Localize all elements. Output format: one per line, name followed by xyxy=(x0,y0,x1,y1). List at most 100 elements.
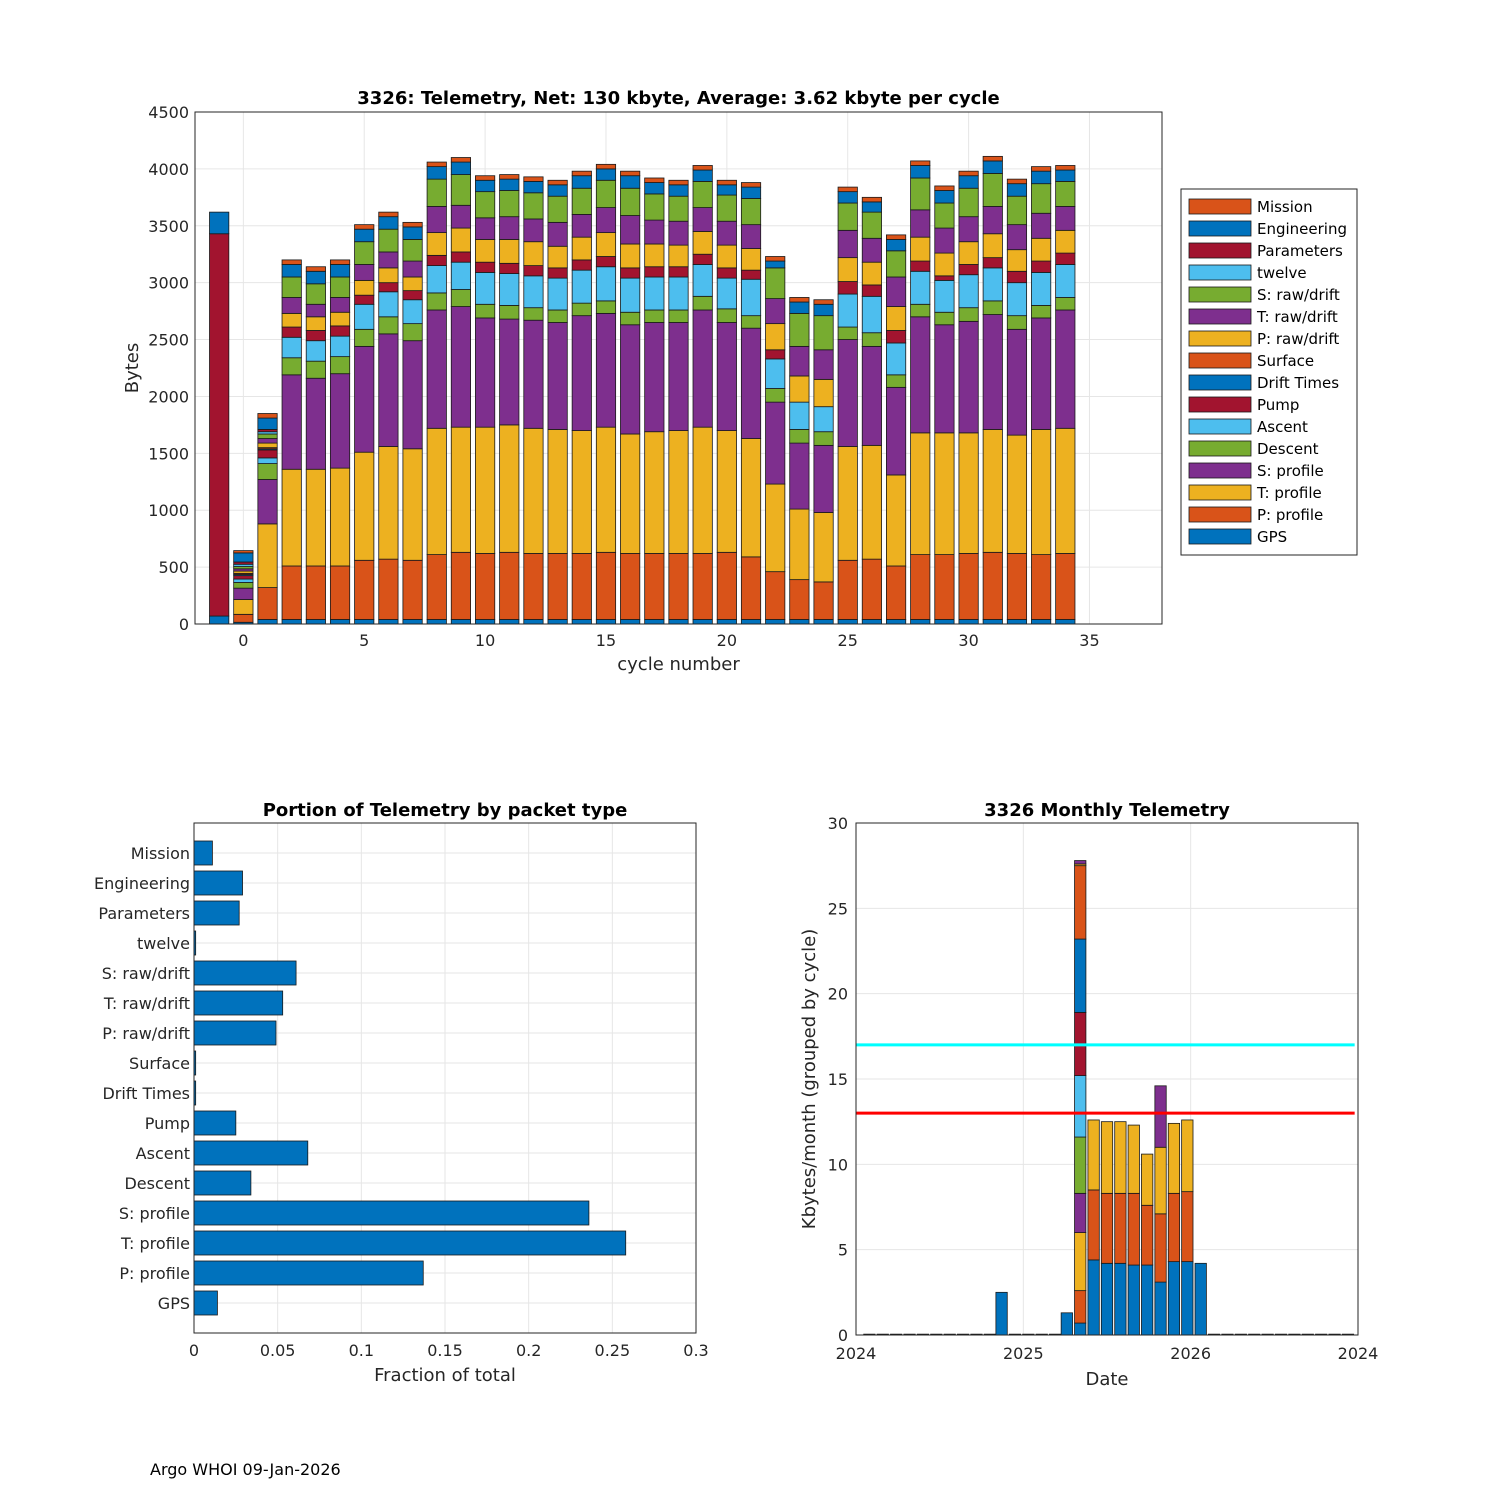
bar-segment xyxy=(837,559,858,620)
bar-segment xyxy=(958,175,979,189)
bar-segment xyxy=(281,357,302,376)
bar-segment xyxy=(378,267,399,284)
bar-segment xyxy=(740,438,762,558)
y-tick-label: 2500 xyxy=(148,331,189,350)
bar-segment xyxy=(813,303,834,317)
bar-segment xyxy=(450,227,471,253)
bar-segment xyxy=(378,282,399,293)
month-bar-segment xyxy=(1074,1290,1087,1324)
bar-segment xyxy=(620,170,641,177)
bar-segment xyxy=(716,619,737,625)
bar-segment xyxy=(765,401,786,485)
bar-segment xyxy=(813,431,834,446)
bar-segment xyxy=(668,195,689,222)
bar-segment xyxy=(934,185,955,191)
bar-segment xyxy=(257,413,278,419)
bar-segment xyxy=(692,553,713,620)
x-tick-label: 0.25 xyxy=(595,1341,631,1360)
bar-segment xyxy=(837,446,858,561)
bar-segment xyxy=(595,312,617,428)
footer-credit: Argo WHOI 09-Jan-2026 xyxy=(150,1460,341,1479)
fraction-bar xyxy=(193,1020,277,1046)
bar-segment xyxy=(1055,252,1076,265)
bar-segment xyxy=(789,579,810,620)
bar-segment xyxy=(402,619,423,625)
bar-segment xyxy=(740,198,762,226)
month-bar-segment xyxy=(1127,1264,1140,1336)
cycle-telemetry-chart: 0 5 10 15 20 25 30 35 0 500 1000 1500 2000 2500 3000 35… xyxy=(122,88,1358,675)
month-bar-segment xyxy=(1154,1281,1167,1336)
bar-segment xyxy=(1031,166,1052,172)
y-tick-label: 15 xyxy=(828,1070,848,1089)
bar-segment xyxy=(716,308,737,323)
bar-segment xyxy=(281,312,302,328)
bar-segment xyxy=(354,345,375,453)
bar-segment xyxy=(934,275,955,281)
bar-segment xyxy=(499,619,520,625)
bar-segment xyxy=(692,309,713,428)
bar-segment xyxy=(354,328,375,347)
x-tick-label: 2025 xyxy=(1003,1344,1044,1363)
bar-segment xyxy=(378,619,399,625)
bar-segment xyxy=(595,179,617,208)
bar-segment xyxy=(644,619,665,625)
bar-segment xyxy=(475,303,496,319)
bar-segment xyxy=(620,215,641,245)
bar-segment xyxy=(1006,315,1028,330)
packet-type-portion-chart: 0 0.05 0.1 0.15 0.2 0.25 0.3 GPS P: profile T: pr… xyxy=(94,800,709,1386)
bar-segment xyxy=(886,306,907,331)
category-label: S: raw/drift xyxy=(102,964,190,983)
legend-swatch xyxy=(1188,440,1252,457)
legend-label: P: raw/drift xyxy=(1257,330,1339,348)
bar-segment xyxy=(740,619,762,625)
bar-segment xyxy=(499,190,520,218)
bar-segment xyxy=(402,260,423,278)
bar-segment xyxy=(1006,249,1028,272)
bar-segment xyxy=(571,269,592,304)
bar-segment xyxy=(257,442,278,449)
bar-segment xyxy=(861,261,882,286)
bar-segment xyxy=(982,267,1003,302)
bar-segment xyxy=(1006,178,1028,185)
bar-segment xyxy=(402,299,423,325)
month-bar-segment xyxy=(1141,1153,1154,1206)
bar-segment xyxy=(1031,212,1052,239)
legend-swatch xyxy=(1188,528,1252,545)
bar-segment xyxy=(1055,229,1076,254)
bar-segment xyxy=(861,201,882,213)
bar-segment xyxy=(668,309,689,323)
bar-segment xyxy=(475,261,496,273)
bar-segment xyxy=(692,295,713,311)
bar-segment xyxy=(329,297,351,313)
chart-title: 3326 Monthly Telemetry xyxy=(984,800,1230,821)
legend-swatch xyxy=(1188,198,1252,215)
fraction-bar xyxy=(193,1170,252,1196)
month-bar-segment xyxy=(1127,1192,1140,1266)
bar-segment xyxy=(595,426,617,553)
y-tick-label: 10 xyxy=(828,1155,848,1174)
bar-segment xyxy=(934,619,955,625)
bar-segment xyxy=(1006,619,1028,625)
y-tick-label: 0 xyxy=(838,1326,848,1345)
bar-segment xyxy=(716,179,737,186)
bar-segment xyxy=(692,165,713,171)
bar-segment xyxy=(765,349,786,360)
x-tick-label: 35 xyxy=(1079,631,1099,650)
bar-segment xyxy=(765,358,786,389)
bar-segment xyxy=(716,194,737,222)
bar-segment xyxy=(668,553,689,620)
bar-segment xyxy=(692,181,713,208)
bar-segment xyxy=(523,192,544,220)
bar-segment xyxy=(837,281,858,295)
bar-segment xyxy=(982,314,1003,430)
bar-segment xyxy=(1031,237,1052,262)
bar-segment xyxy=(547,322,568,430)
bar-segment xyxy=(644,219,665,245)
bar-segment xyxy=(354,279,375,296)
bar-segment xyxy=(1031,183,1052,214)
bar-segment xyxy=(305,340,326,362)
bar-segment xyxy=(644,193,665,221)
bar-segment xyxy=(668,244,689,268)
bar-segment xyxy=(1031,272,1052,306)
bar-segment xyxy=(233,599,254,615)
